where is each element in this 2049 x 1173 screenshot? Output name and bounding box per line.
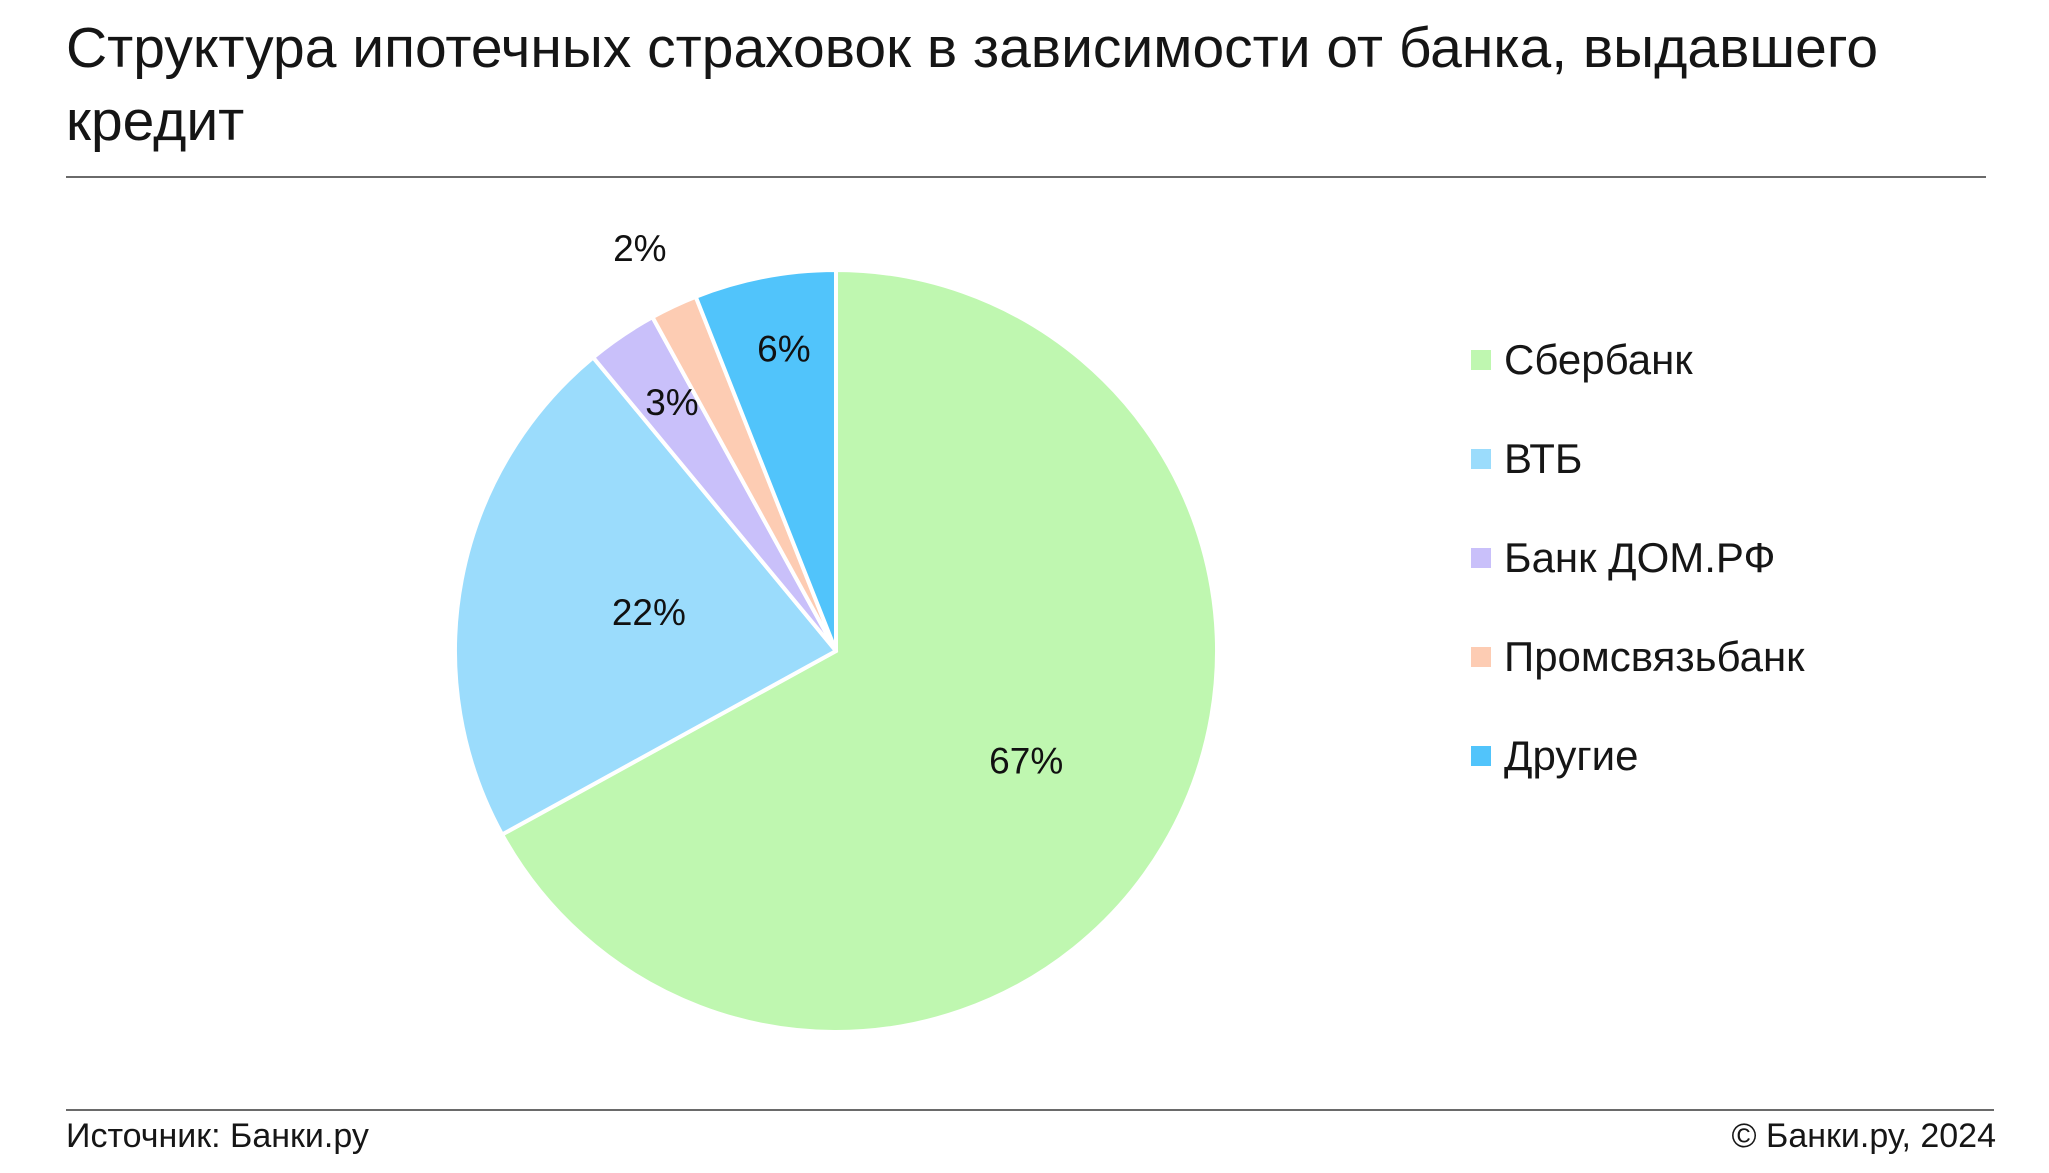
legend-label: ВТБ xyxy=(1504,434,1583,482)
footer-divider xyxy=(66,1109,1994,1111)
legend-label: Сбербанк xyxy=(1504,335,1693,383)
legend-swatch xyxy=(1471,745,1491,766)
legend-swatch xyxy=(1471,547,1491,568)
pie-chart: 67% 22% 3% 2% 6% xyxy=(453,228,1219,1034)
legend-label: Банк ДОМ.РФ xyxy=(1504,533,1776,581)
copyright-note: © Банки.ру, 2024 xyxy=(1731,1117,1996,1155)
source-note: Источник: Банки.ру xyxy=(66,1117,369,1155)
slice-label-other: 6% xyxy=(757,328,810,369)
legend-item-dom-rf: Банк ДОМ.РФ xyxy=(1471,508,1805,607)
chart-title: Структура ипотечных страховок в зависимо… xyxy=(66,16,1879,153)
legend-swatch xyxy=(1471,646,1491,667)
legend-label: Другие xyxy=(1504,731,1639,779)
pie-slice-sberbank xyxy=(500,268,1219,1034)
legend-label: Промсвязьбанк xyxy=(1504,632,1805,680)
legend-swatch xyxy=(1471,448,1491,469)
legend-item-vtb: ВТБ xyxy=(1471,409,1805,508)
slice-label-sberbank: 67% xyxy=(989,740,1063,781)
pie-slice-vtb xyxy=(453,355,838,837)
legend-item-psb: Промсвязьбанк xyxy=(1471,607,1805,706)
legend-swatch xyxy=(1471,349,1491,370)
pie-slice-other xyxy=(693,268,838,653)
slice-label-dom-rf: 3% xyxy=(645,382,698,423)
slice-label-psb: 2% xyxy=(613,228,666,269)
legend-item-other: Другие xyxy=(1471,706,1805,805)
legend-item-sberbank: Сбербанк xyxy=(1471,310,1805,409)
slice-label-vtb: 22% xyxy=(612,592,686,633)
title-divider xyxy=(66,176,1986,178)
legend: Сбербанк ВТБ Банк ДОМ.РФ Промсвязьбанк Д… xyxy=(1471,310,1805,805)
